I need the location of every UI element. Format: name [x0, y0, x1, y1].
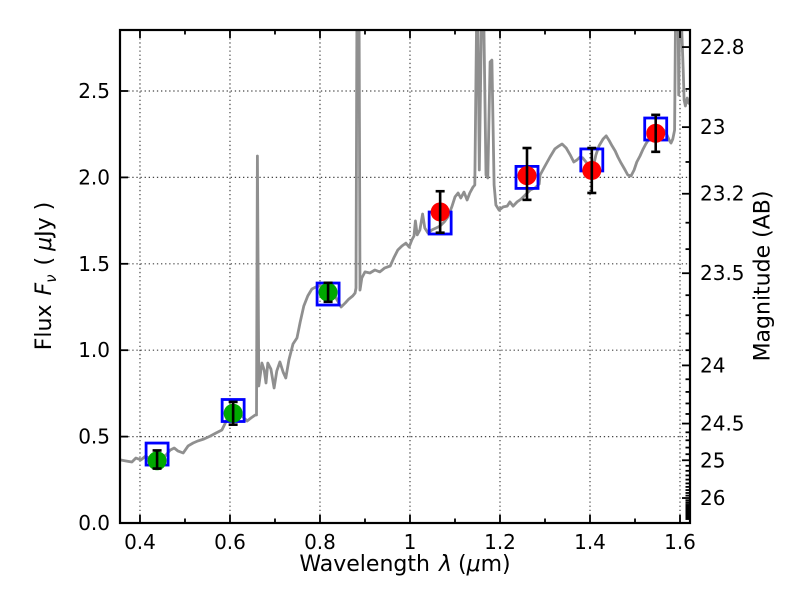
axes-box: [118, 28, 692, 525]
mag-tick-label: 22.8: [700, 35, 745, 59]
x-tick-label: 1.4: [574, 530, 606, 554]
x-axis-unit-close: m): [480, 552, 511, 577]
flux-unit-text: Jy ): [32, 201, 57, 237]
mag-tick-label: 24.5: [700, 412, 745, 436]
spectrum-line: [120, 30, 690, 464]
y-axis-label-left: Flux Fν ( μJy ): [32, 202, 60, 350]
y-tick-label: 1.5: [78, 252, 110, 276]
flux-unit-open: (: [32, 256, 57, 266]
x-tick-label: 1.2: [484, 530, 516, 554]
spectrum-layer: [120, 30, 690, 464]
flux-symbol: F: [32, 282, 57, 296]
flux-mu-symbol: μ: [32, 236, 57, 251]
mag-tick-label: 23: [700, 115, 725, 139]
x-tick-label: 0.6: [214, 530, 246, 554]
x-axis-label-text: Wavelength: [299, 552, 430, 577]
flux-nu-subscript: ν: [42, 274, 60, 283]
mag-tick-label: 23.5: [700, 261, 745, 285]
mag-tick-label: 24: [700, 353, 725, 377]
tick-labels: 0.4 0.6 0.8 1 1.2 1.4 1.6 0.0 0.5 1.0 1.5 2.0 2.5 22.…: [78, 35, 744, 554]
mag-tick-label: 23.2: [700, 182, 745, 206]
y-tick-label: 2.5: [78, 79, 110, 103]
gridlines: [120, 30, 690, 523]
x-tick-label: 0.8: [304, 530, 336, 554]
mu-symbol: μ: [466, 552, 481, 577]
y-axis-label-right: Magnitude (AB): [750, 190, 776, 362]
mag-tick-label: 26: [700, 486, 725, 510]
y-tick-label: 0.5: [78, 425, 110, 449]
x-tick-label: 1: [404, 530, 417, 554]
y-tick-label: 2.0: [78, 165, 110, 189]
x-tick-label: 0.4: [124, 530, 156, 554]
error-bars: [152, 113, 661, 470]
flux-label-text: Flux: [32, 304, 57, 351]
y-tick-label: 1.0: [78, 338, 110, 362]
x-tick-label: 1.6: [664, 530, 696, 554]
x-axis-label: Wavelength λ (μm): [299, 552, 510, 577]
x-axis-unit-open: (: [457, 552, 467, 577]
photometry-points: [147, 123, 666, 471]
axis-ticks: [120, 30, 690, 524]
mag-tick-label: 25: [700, 448, 725, 472]
lambda-symbol: λ: [438, 552, 452, 577]
y-tick-label: 0.0: [78, 511, 110, 535]
